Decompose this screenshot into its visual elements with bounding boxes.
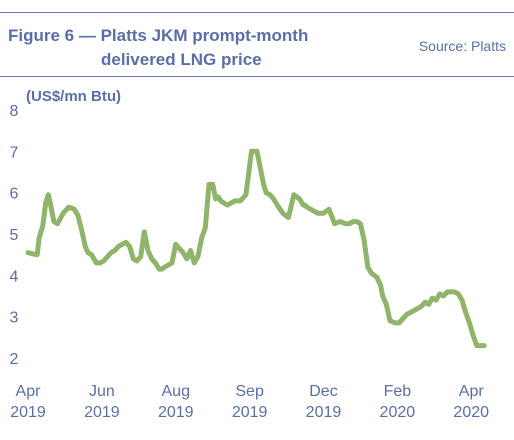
x-tick-label: Apr 2020: [453, 383, 489, 421]
x-tick-label: Aug 2019: [158, 383, 194, 421]
x-tick-year: 2020: [380, 404, 416, 421]
x-tick-month: Aug: [162, 383, 190, 400]
x-tick-label: Feb 2020: [380, 383, 416, 421]
x-tick-label: Sep 2019: [232, 383, 268, 421]
x-tick-month: Jun: [89, 383, 115, 400]
x-tick-year: 2019: [232, 404, 268, 421]
y-tick-label: 6: [10, 186, 19, 203]
x-tick-label: Jun 2019: [84, 383, 120, 421]
x-tick-month: Sep: [235, 383, 264, 400]
y-tick-label: 8: [10, 103, 19, 120]
x-tick-month: Apr: [459, 383, 485, 400]
chart-title-line-2: delivered LNG price: [101, 50, 262, 69]
y-tick-label: 7: [10, 144, 19, 161]
y-tick-label: 4: [10, 268, 19, 285]
x-tick-month: Apr: [16, 383, 42, 400]
y-tick-label: 5: [10, 227, 19, 244]
x-tick-year: 2019: [306, 404, 342, 421]
y-tick-label: 3: [10, 310, 19, 327]
x-tick-year: 2019: [84, 404, 120, 421]
x-tick-month: Dec: [309, 383, 337, 400]
y-tick-label: 2: [10, 351, 19, 368]
chart-title-line-1: Figure 6 — Platts JKM prompt-month: [8, 26, 309, 45]
chart-source: Source: Platts: [418, 38, 506, 54]
x-tick-label: Dec 2019: [306, 383, 342, 421]
series-layer: [25, 148, 487, 349]
y-tick-labels: 2 3 4 5 6 7 8: [10, 103, 19, 368]
price-series-line: [25, 148, 487, 349]
title-divider-rule: [0, 76, 514, 77]
x-tick-label: Apr 2019: [10, 383, 46, 421]
x-tick-year: 2019: [158, 404, 194, 421]
x-tick-year: 2019: [10, 404, 46, 421]
x-tick-year: 2020: [453, 404, 489, 421]
y-axis-unit-label: (US$/mn Btu): [26, 88, 121, 105]
x-tick-month: Feb: [384, 383, 412, 400]
x-tick-labels: Apr 2019 Jun 2019 Aug 2019 Sep 2019 Dec 2019 Feb 20…: [10, 383, 489, 421]
top-rule: [0, 12, 514, 13]
